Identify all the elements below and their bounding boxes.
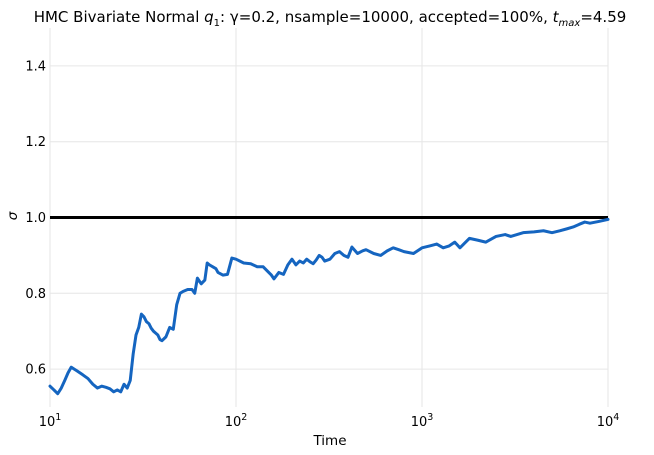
- series-layer: [48, 217, 610, 396]
- x-tick-label: 101: [39, 412, 62, 430]
- x-tick-label: 103: [411, 412, 434, 430]
- y-tick-label: 1.2: [25, 135, 46, 150]
- y-tick-label: 0.6: [25, 363, 46, 378]
- series-line-sigma: [48, 217, 610, 396]
- chart-title: HMC Bivariate Normal q1: γ=0.2, nsample=…: [34, 8, 627, 29]
- y-tick-label: 1.4: [25, 59, 46, 74]
- x-tick-label: 104: [597, 412, 620, 430]
- tick-labels: 101 102 103 104 0.6 0.8 1.0 1.2 1.4: [25, 59, 619, 430]
- y-axis-label: σ: [5, 211, 21, 220]
- y-tick-label: 1.0: [25, 211, 46, 226]
- x-tick-label: 102: [225, 412, 248, 430]
- y-tick-label: 0.8: [25, 287, 46, 302]
- x-axis-label: Time: [312, 433, 346, 449]
